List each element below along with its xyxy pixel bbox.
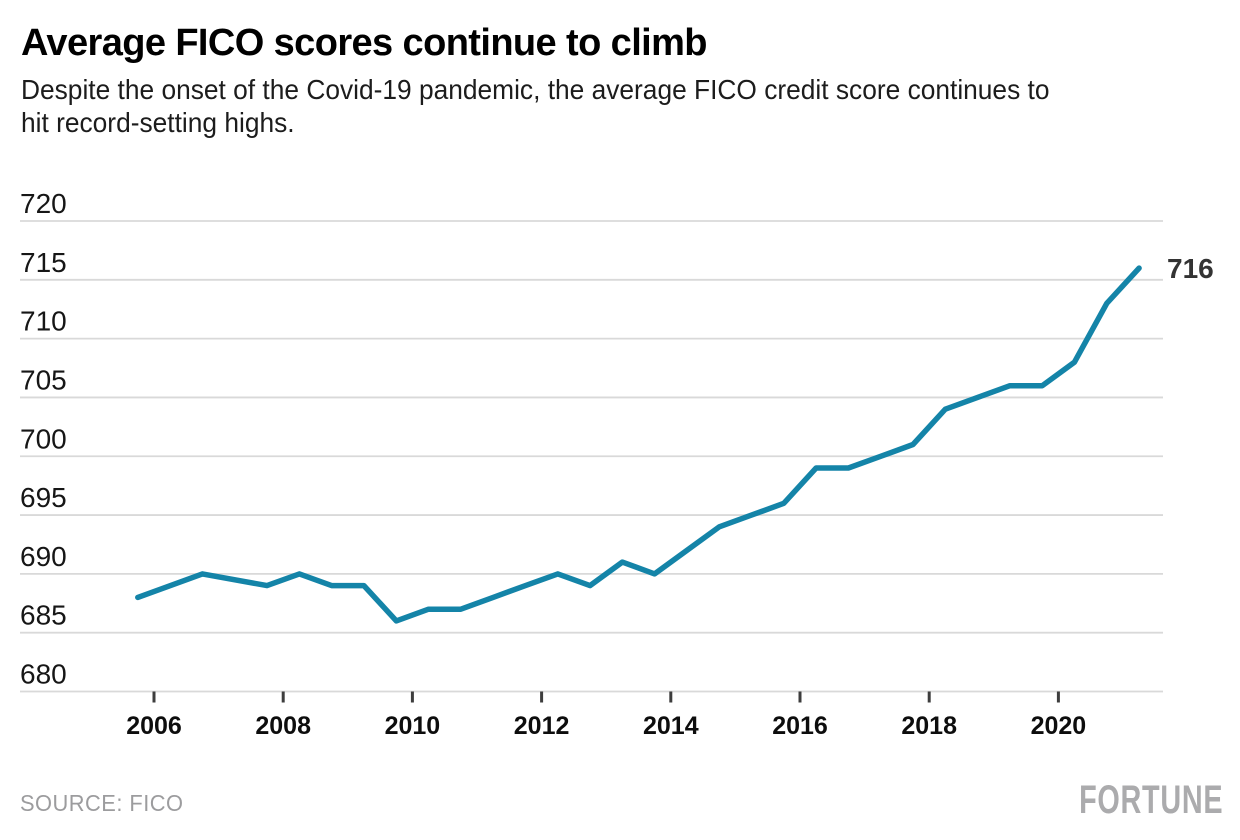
chart-title: Average FICO scores continue to climb [21,22,708,64]
fico-score-line [135,265,1142,624]
y-axis-label: 680 [20,659,67,690]
y-axis-label: 685 [20,600,67,631]
chart-subtitle-line-2: hit record-setting highs. [21,107,295,138]
y-axis-label: 720 [20,188,67,219]
y-axis-label: 690 [20,541,67,572]
chart-subtitle-line-1: Despite the onset of the Covid-19 pandem… [21,74,1050,105]
end-value-label: 716 [1167,253,1214,284]
x-axis-label: 2020 [1031,712,1087,740]
x-axis-ticks [152,691,1060,703]
x-axis-label: 2018 [901,712,957,740]
x-axis-label: 2010 [385,712,441,740]
x-axis-label: 2008 [255,712,311,740]
fortune-logo: FORTUNE [1078,778,1223,822]
y-axis-label: 715 [20,247,67,278]
data-series [135,265,1142,624]
x-axis-label: 2016 [772,712,828,740]
x-axis-label: 2014 [643,712,699,740]
source-credit: SOURCE: FICO [20,790,184,816]
gridlines [20,220,1163,693]
y-axis-label: 695 [20,482,67,513]
x-axis-label: 2012 [514,712,570,740]
y-axis-label: 700 [20,423,67,454]
y-axis-labels: 720 715 710 705 700 695 690 685 680 [20,188,67,690]
x-axis-label: 2006 [126,712,182,740]
chart-subtitle: Despite the onset of the Covid-19 pandem… [21,73,1050,139]
y-axis-label: 705 [20,364,67,395]
y-axis-label: 710 [20,306,67,337]
x-axis-labels: 2006 2008 2010 2012 2014 2016 2018 2020 [126,712,1086,740]
